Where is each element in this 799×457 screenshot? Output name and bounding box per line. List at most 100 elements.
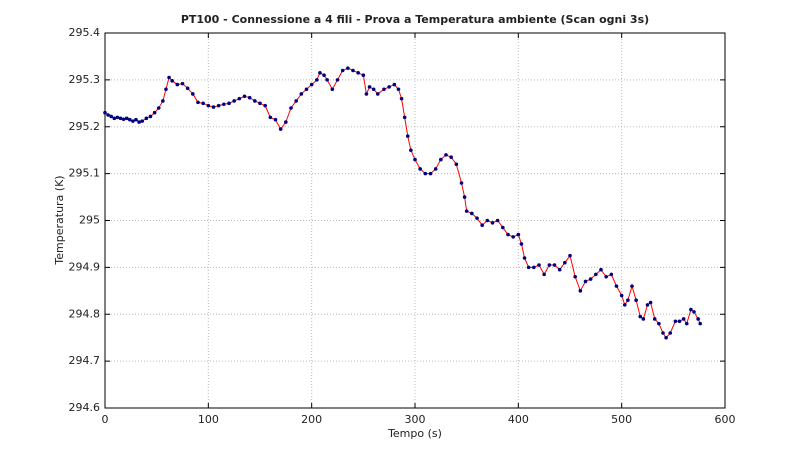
data-point (668, 331, 673, 335)
data-point (619, 293, 624, 298)
data-point (673, 319, 678, 324)
data-point (684, 321, 689, 326)
data-point (278, 127, 283, 131)
data-point (247, 95, 252, 100)
data-point (364, 92, 369, 96)
x-tick-label: 200 (301, 413, 322, 426)
data-point (180, 81, 185, 86)
data-point (161, 99, 165, 103)
data-point (428, 171, 433, 176)
data-point (396, 87, 401, 92)
data-point (522, 256, 527, 260)
data-point (309, 82, 314, 87)
data-point (232, 99, 236, 103)
y-tick-label: 294.7 (69, 354, 101, 367)
y-tick-label: 294.9 (69, 260, 101, 273)
y-tick-label: 295.1 (69, 167, 101, 180)
data-point (444, 153, 448, 157)
data-point (268, 115, 273, 120)
data-point (137, 120, 141, 124)
data-point (638, 314, 643, 319)
data-point (128, 117, 132, 122)
data-point (439, 157, 443, 162)
data-point (335, 78, 340, 82)
data-point (191, 92, 195, 96)
data-point (681, 317, 686, 321)
data-point (692, 310, 696, 314)
data-point (433, 167, 438, 171)
data-point (299, 92, 304, 96)
data-point (201, 101, 205, 106)
data-point (206, 103, 211, 108)
data-point (526, 265, 531, 270)
data-point (144, 116, 149, 121)
data-point (315, 78, 319, 82)
data-point (470, 211, 474, 216)
y-tick-label: 295.2 (69, 120, 101, 133)
data-point (573, 274, 577, 279)
data-point (304, 87, 309, 92)
data-point (594, 272, 598, 277)
data-point (387, 85, 391, 89)
data-point (563, 260, 567, 265)
data-point (167, 75, 171, 80)
data-point (152, 110, 157, 115)
data-point (664, 335, 668, 340)
data-point (609, 272, 614, 277)
y-tick-label: 295.4 (69, 26, 101, 39)
data-point (253, 99, 257, 103)
data-point (622, 303, 627, 307)
x-tick-label: 400 (508, 413, 529, 426)
data-point (376, 92, 380, 96)
data-point (140, 119, 144, 123)
data-point (112, 116, 117, 121)
data-point (552, 263, 557, 267)
data-point (409, 148, 413, 152)
data-point (103, 110, 107, 115)
data-point (185, 86, 190, 91)
data-point (156, 106, 161, 110)
y-tick-label: 294.8 (69, 307, 101, 320)
data-point (318, 71, 322, 75)
data-point (109, 114, 113, 119)
data-point (294, 99, 298, 103)
data-point (118, 116, 123, 121)
data-point (614, 284, 619, 288)
data-point (568, 253, 572, 258)
data-point (131, 119, 135, 123)
data-point (356, 71, 360, 75)
x-axis-label: Tempo (s) (387, 427, 442, 440)
data-point (325, 78, 329, 82)
data-point (677, 319, 682, 324)
data-point (542, 272, 546, 277)
data-point (464, 209, 469, 213)
data-point (289, 106, 293, 110)
data-point (657, 321, 661, 326)
plot-frame (104, 32, 726, 409)
data-point (519, 242, 524, 246)
data-point (480, 223, 484, 227)
data-point (242, 94, 247, 99)
data-point (124, 116, 129, 121)
data-point (506, 232, 510, 237)
data-point (351, 68, 355, 73)
data-point (273, 117, 278, 122)
data-point (402, 115, 407, 120)
x-tick-label: 0 (102, 413, 109, 426)
data-point (222, 102, 226, 107)
data-point (367, 85, 372, 89)
data-point (361, 73, 366, 77)
data-point (237, 96, 242, 101)
data-point (578, 289, 583, 293)
data-point (371, 87, 376, 92)
data-point (495, 218, 500, 223)
data-point (284, 120, 288, 124)
data-point (516, 232, 521, 237)
data-point (648, 300, 653, 305)
data-point (475, 216, 479, 220)
data-point (134, 117, 138, 122)
data-point (634, 298, 638, 302)
data-point (698, 321, 702, 326)
data-point (392, 82, 397, 87)
